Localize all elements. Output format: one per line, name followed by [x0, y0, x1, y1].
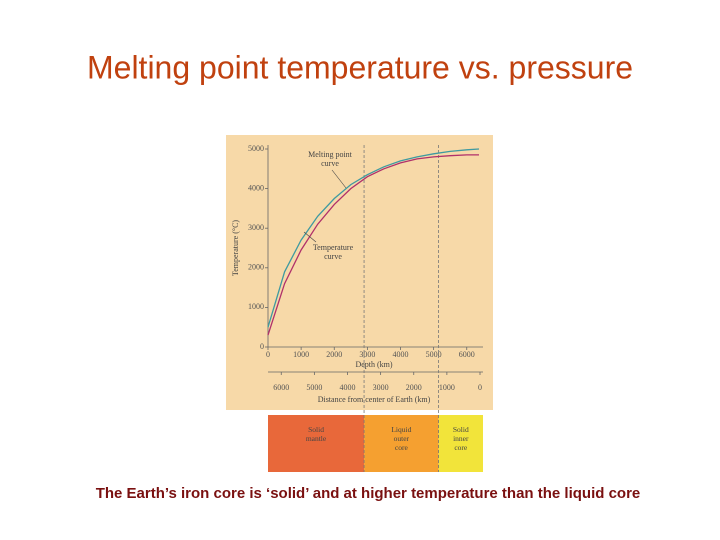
x-axis-label: Depth (km) [355, 360, 392, 369]
x-tick-label: 3000 [359, 350, 375, 359]
slide-title: Melting point temperature vs. pressure [87, 49, 633, 85]
x-tick-label: 2000 [326, 350, 342, 359]
layer-label: Liquid outer core [391, 425, 411, 452]
x2-tick-label: 1000 [439, 383, 455, 392]
x-tick-label: 0 [266, 350, 270, 359]
chart-panel [226, 135, 493, 410]
layer-label: Solid inner core [453, 425, 469, 452]
y-axis-label: Temperature (°C) [231, 220, 240, 277]
y-tick-label: 0 [260, 342, 264, 351]
x-tick-label: 1000 [293, 350, 309, 359]
x2-axis-label: Distance from center of Earth (km) [318, 395, 431, 404]
curve-annotation: Temperature curve [313, 243, 354, 261]
annotation-pointer [303, 231, 317, 243]
x2-tick-label: 0 [478, 383, 482, 392]
x2-tick-label: 3000 [373, 383, 389, 392]
y-tick-label: 2000 [248, 263, 264, 272]
layer-label: Solid mantle [306, 425, 327, 443]
annotation-pointer [331, 169, 347, 189]
x2-tick-label: 5000 [306, 383, 322, 392]
x2-tick-label: 4000 [340, 383, 356, 392]
y-tick-label: 4000 [248, 183, 264, 192]
curve [267, 148, 480, 328]
x-tick-label: 6000 [459, 350, 475, 359]
curve-annotation: Melting point curve [308, 150, 353, 168]
y-tick-label: 5000 [248, 144, 264, 153]
caption: The Earth’s iron core is ‘solid’ and at … [96, 485, 641, 502]
x2-tick-label: 6000 [273, 383, 289, 392]
layer-region [268, 415, 365, 472]
layer-region [438, 415, 483, 472]
y-tick-label: 1000 [248, 302, 264, 311]
curve [267, 154, 479, 336]
x-tick-label: 4000 [393, 350, 409, 359]
y-tick-label: 3000 [248, 223, 264, 232]
x-tick-label: 5000 [426, 350, 442, 359]
layer-region [364, 415, 439, 472]
x2-tick-label: 2000 [406, 383, 422, 392]
